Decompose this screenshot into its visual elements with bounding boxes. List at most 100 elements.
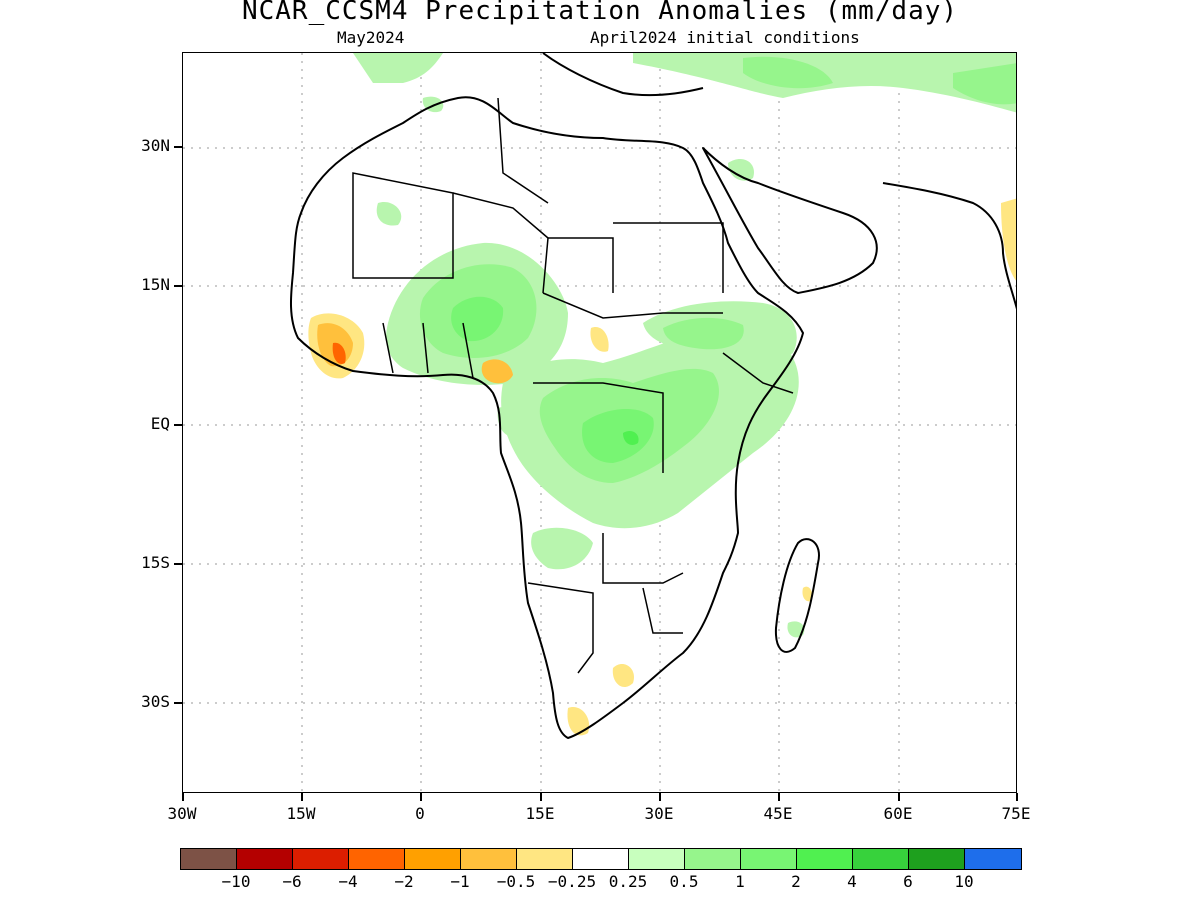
dry-anomaly-fields bbox=[308, 198, 1016, 736]
wet-anomaly-anatolia bbox=[743, 56, 833, 89]
lon-tick-75e bbox=[1016, 793, 1018, 801]
colorbar-label: −6 bbox=[282, 872, 302, 891]
colorbar-label: −10 bbox=[221, 872, 251, 891]
lon-tick-45e bbox=[778, 793, 780, 801]
colorbar-swatch bbox=[741, 849, 797, 869]
lon-tick-60e bbox=[898, 793, 900, 801]
arabia-coast bbox=[702, 147, 878, 294]
wet-anomaly-south-sudan bbox=[663, 317, 744, 350]
colorbar-label: −0.5 bbox=[496, 872, 536, 891]
lon-tick-0 bbox=[420, 793, 422, 801]
colorbar-swatch bbox=[573, 849, 629, 869]
lat-tick-15s bbox=[174, 563, 182, 565]
colorbar-swatch bbox=[517, 849, 573, 869]
border-drc-north bbox=[533, 382, 664, 473]
lat-tick-eq bbox=[174, 424, 182, 426]
colorbar-swatch bbox=[405, 849, 461, 869]
wet-anomaly-max bbox=[623, 431, 639, 445]
colorbar-label: 2 bbox=[791, 872, 801, 891]
dry-anomaly-max bbox=[332, 342, 346, 364]
colorbar-label: −2 bbox=[394, 872, 414, 891]
lat-label-15s: 15S bbox=[141, 553, 170, 572]
dry-anomaly-cameroon bbox=[481, 359, 513, 384]
wet-anomaly-mauritania bbox=[376, 202, 402, 226]
dry-anomaly-cape bbox=[567, 707, 590, 736]
lon-label-30w: 30W bbox=[167, 804, 197, 823]
border-zimbabwe bbox=[642, 587, 683, 634]
colorbar-swatch bbox=[685, 849, 741, 869]
lat-label-15n: 15N bbox=[141, 275, 170, 294]
wet-anomaly-med-west bbox=[353, 53, 443, 83]
colorbar bbox=[180, 848, 1022, 870]
colorbar-label: 0.5 bbox=[669, 872, 699, 891]
colorbar-swatch bbox=[461, 849, 517, 869]
lat-tick-15n bbox=[174, 285, 182, 287]
madagascar-coast bbox=[774, 538, 820, 653]
lon-tick-30e bbox=[659, 793, 661, 801]
border-niger-libya bbox=[452, 192, 549, 294]
lon-tick-15e bbox=[540, 793, 542, 801]
lat-tick-30s bbox=[174, 702, 182, 704]
lat-label-eq: EQ bbox=[150, 414, 170, 433]
colorbar-label: 0.25 bbox=[608, 872, 648, 891]
colorbar-swatch bbox=[965, 849, 1021, 869]
dry-anomaly-madagascar bbox=[802, 586, 813, 602]
country-borders bbox=[352, 97, 794, 674]
chart-title: NCAR_CCSM4 Precipitation Anomalies (mm/d… bbox=[241, 0, 959, 26]
colorbar-label: −1 bbox=[450, 872, 470, 891]
colorbar-swatch bbox=[909, 849, 965, 869]
wet-anomaly-congo-core bbox=[582, 408, 654, 463]
colorbar-label: −0.25 bbox=[547, 872, 597, 891]
dry-anomaly-india bbox=[1001, 198, 1016, 281]
colorbar-label: 10 bbox=[954, 872, 974, 891]
forecast-month: May2024 bbox=[337, 28, 405, 47]
border-algeria-libya bbox=[497, 97, 549, 204]
map-panel bbox=[182, 52, 1017, 793]
wet-anomaly-arabia bbox=[728, 158, 754, 181]
colorbar-label: −4 bbox=[338, 872, 358, 891]
africa-coast bbox=[289, 96, 804, 739]
wet-anomaly-madagascar bbox=[787, 621, 805, 638]
wet-anomaly-angola bbox=[531, 527, 593, 570]
lon-label-45e: 45E bbox=[763, 804, 793, 823]
lon-label-15w: 15W bbox=[286, 804, 316, 823]
colorbar-swatch bbox=[237, 849, 293, 869]
colorbar-swatch bbox=[349, 849, 405, 869]
wet-anomaly-caspian bbox=[953, 63, 1016, 105]
iran-india-coast bbox=[882, 182, 1016, 310]
lon-label-0: 0 bbox=[415, 804, 425, 823]
border-chad bbox=[548, 237, 614, 293]
lon-tick-30w bbox=[182, 793, 184, 801]
initial-conditions: April2024 initial conditions bbox=[590, 28, 860, 47]
wet-anomaly-fields bbox=[353, 53, 1016, 638]
border-zambia bbox=[602, 533, 684, 584]
border-sudan-egypt bbox=[613, 222, 724, 293]
border-west-africa bbox=[382, 322, 474, 379]
mediterranean-coast bbox=[542, 53, 704, 97]
colorbar-label: 4 bbox=[847, 872, 857, 891]
colorbar-swatch bbox=[797, 849, 853, 869]
lon-label-60e: 60E bbox=[883, 804, 913, 823]
map-canvas bbox=[183, 53, 1016, 792]
colorbar-label: 6 bbox=[903, 872, 913, 891]
wet-anomaly-gabon bbox=[497, 407, 524, 437]
coastlines bbox=[289, 53, 1016, 739]
border-sahel-south bbox=[542, 292, 723, 319]
dry-anomaly-car bbox=[590, 327, 609, 352]
colorbar-label: 1 bbox=[735, 872, 745, 891]
border-namibia bbox=[527, 582, 594, 674]
lon-label-30e: 30E bbox=[644, 804, 674, 823]
dry-anomaly-south-africa bbox=[612, 663, 634, 688]
lat-tick-30n bbox=[174, 146, 182, 148]
lat-label-30s: 30S bbox=[141, 692, 170, 711]
colorbar-swatch bbox=[853, 849, 909, 869]
colorbar-swatch bbox=[293, 849, 349, 869]
border-horn bbox=[722, 352, 794, 394]
lon-label-15e: 15E bbox=[525, 804, 555, 823]
lon-tick-15w bbox=[301, 793, 303, 801]
colorbar-swatch bbox=[629, 849, 685, 869]
border-mali-mauritania bbox=[352, 172, 454, 279]
lat-label-30n: 30N bbox=[141, 136, 170, 155]
lon-label-75e: 75E bbox=[1001, 804, 1031, 823]
colorbar-swatch bbox=[181, 849, 237, 869]
